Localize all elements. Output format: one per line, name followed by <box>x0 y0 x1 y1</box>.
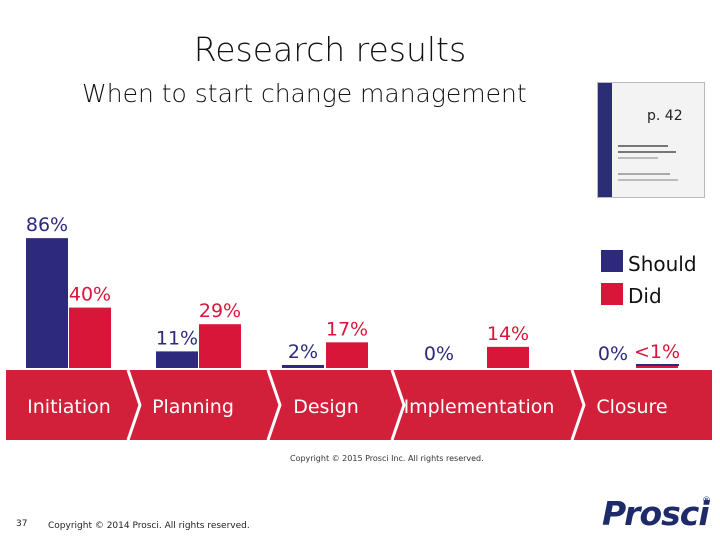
category-label-initiation: Initiation <box>27 396 111 418</box>
logo-registered-mark: ® <box>702 496 711 506</box>
bar-did-design <box>326 342 368 368</box>
bar-did-initiation <box>69 307 111 368</box>
data-label-should-planning: 11% <box>156 327 198 349</box>
book-spine <box>598 83 612 197</box>
data-label-should-initiation: 86% <box>26 214 68 236</box>
data-label-did-initiation: 40% <box>69 284 111 306</box>
bar-should-initiation <box>26 238 68 368</box>
bar-did-closure <box>636 365 678 368</box>
phase-separator-1 <box>126 369 142 441</box>
legend-label-should: Should <box>628 252 697 276</box>
legend-swatch-did <box>601 283 623 305</box>
data-label-did-design: 17% <box>326 318 368 340</box>
prosci-logo: Prosci <box>602 494 710 533</box>
data-label-should-closure: 0% <box>598 343 628 365</box>
category-label-implementation: Implementation <box>404 396 555 418</box>
category-label-closure: Closure <box>596 396 667 418</box>
data-label-did-planning: 29% <box>199 300 241 322</box>
bar-did-planning <box>199 324 241 368</box>
phase-band <box>6 370 712 440</box>
data-label-did-implementation: 14% <box>487 323 529 345</box>
book-cover-image <box>597 82 705 198</box>
footer-copyright: Copyright © 2014 Prosci. All rights rese… <box>48 521 250 531</box>
data-label-did-closure: <1% <box>634 341 680 363</box>
category-label-design: Design <box>293 396 359 418</box>
data-label-should-design: 2% <box>288 341 318 363</box>
bar-did-implementation <box>487 346 529 368</box>
phase-separator-3 <box>390 369 406 441</box>
bar-should-planning <box>156 351 198 368</box>
bar-should-design <box>282 364 324 368</box>
slide-title: Research results <box>193 30 467 69</box>
slide-subtitle: When to start change management <box>82 79 527 108</box>
chart-image-copyright: Copyright © 2015 Prosci Inc. All rights … <box>290 454 484 463</box>
phase-separator-2 <box>266 369 282 441</box>
category-label-planning: Planning <box>152 396 234 418</box>
legend-label-did: Did <box>628 284 662 308</box>
book-page-reference: p. 42 <box>647 108 683 124</box>
data-label-should-implementation: 0% <box>424 343 454 365</box>
phase-separator-4 <box>570 369 586 441</box>
legend-swatch-should <box>601 250 623 272</box>
page-number: 37 <box>16 519 28 529</box>
